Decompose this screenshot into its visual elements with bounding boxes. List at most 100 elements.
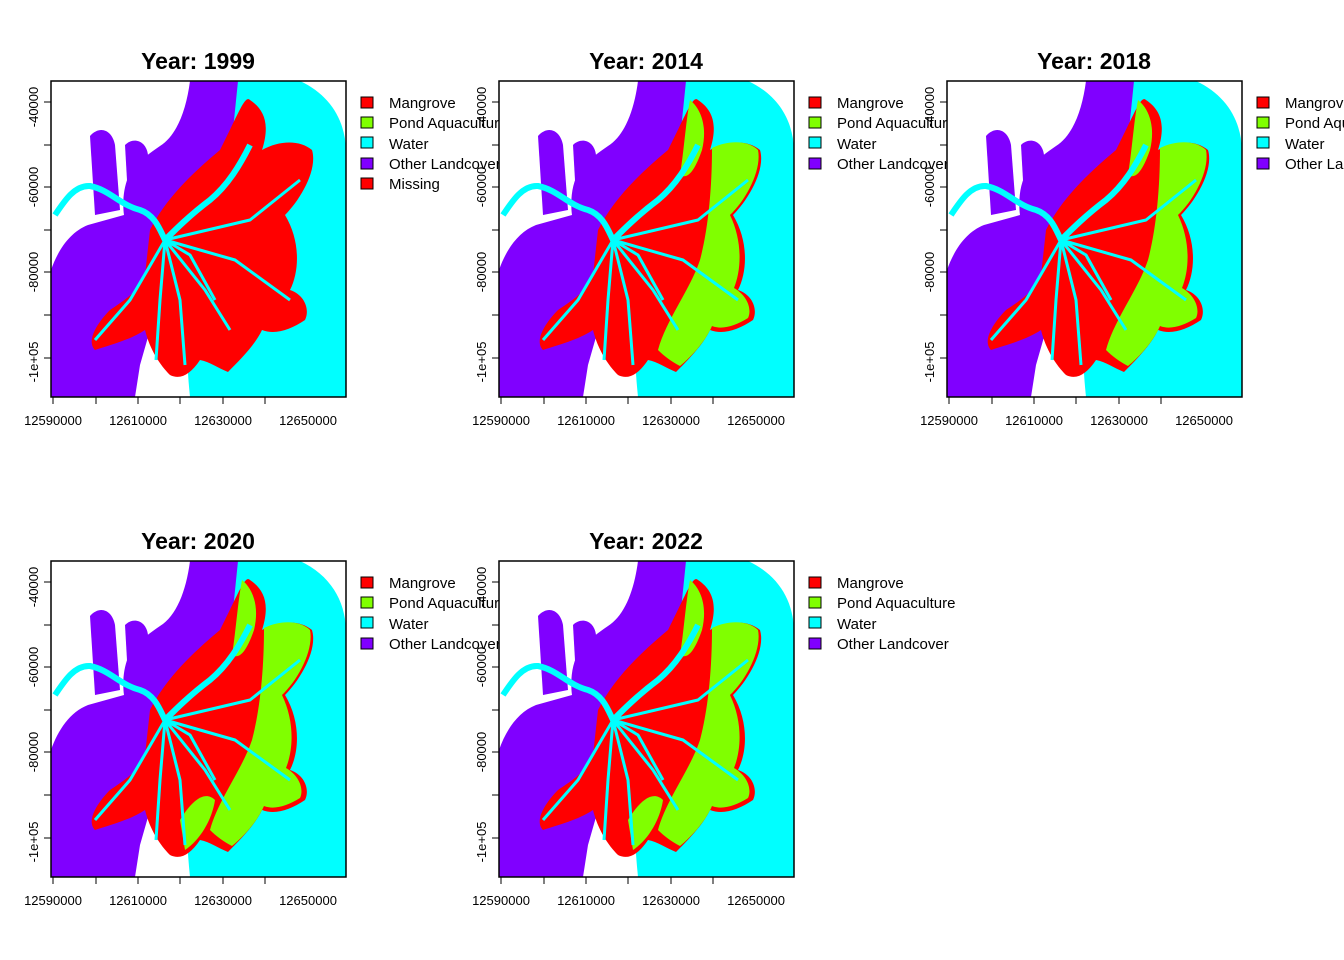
legend-label: Pond Aquaculture (837, 595, 955, 612)
legend-label: Pond Aquaculture (389, 115, 507, 132)
legend-swatch (360, 177, 374, 190)
legend-swatch (808, 157, 822, 170)
inland-lobe (1021, 140, 1044, 198)
legend-swatch (1256, 116, 1270, 129)
map-raster (51, 81, 346, 397)
aquaculture-ponds (628, 796, 663, 850)
x-tick-label: 12630000 (194, 893, 252, 908)
x-tick-label: 12610000 (109, 893, 167, 908)
legend-label: Mangrove (389, 575, 456, 592)
x-tick-label: 12630000 (642, 893, 700, 908)
inland-clearing (499, 561, 638, 750)
inland-clearing (499, 81, 638, 270)
legend-swatch (808, 96, 822, 109)
legend-label: Water (389, 136, 428, 153)
water-channel (948, 143, 1149, 243)
x-tick-label: 12650000 (279, 893, 337, 908)
legend-swatch (360, 116, 374, 129)
aquaculture-ponds (680, 580, 705, 657)
x-axis: 12590000 12610000 12630000 12650000 (472, 876, 785, 908)
legend-swatch (808, 637, 822, 650)
map-raster (947, 81, 1242, 397)
aquaculture-ponds (180, 796, 215, 850)
x-axis: 12590000 12610000 12630000 12650000 (472, 396, 785, 428)
aquaculture-ponds (680, 100, 705, 177)
x-tick-label: 12650000 (1175, 413, 1233, 428)
legend-label: Mangrove (837, 575, 904, 592)
aquaculture-ponds (210, 622, 311, 846)
map-legend: Mangrove Pond Aquaculture Water Other La… (808, 95, 949, 173)
aquaculture-ponds (658, 142, 759, 366)
legend-label: Water (389, 616, 428, 633)
y-tick-label: -80000 (474, 732, 489, 772)
y-axis: -40000 -60000 -80000 -1e+05 (26, 567, 52, 862)
water-channel (541, 658, 749, 846)
panel-title: Year: 2022 (589, 528, 703, 554)
x-tick-label: 12590000 (472, 893, 530, 908)
legend-swatch (360, 596, 374, 609)
y-tick-label: -1e+05 (474, 822, 489, 863)
x-tick-label: 12590000 (920, 413, 978, 428)
legend-label: Water (1285, 136, 1324, 153)
y-tick-label: -40000 (26, 87, 41, 127)
map-legend: Mangrove Pond Aquaculture Water Other La… (360, 575, 500, 653)
panel-title: Year: 2018 (1037, 48, 1151, 74)
y-tick-label: -80000 (474, 252, 489, 292)
y-tick-label: -60000 (26, 647, 41, 687)
water-channel (52, 143, 253, 243)
y-tick-label: -80000 (922, 252, 937, 292)
legend-swatch (808, 616, 822, 629)
y-axis: -40000 -60000 -80000 -1e+05 (474, 567, 500, 863)
map-raster (51, 561, 346, 877)
y-axis: -40000 -60000 -80000 -1e+05 (26, 87, 52, 383)
map-legend: Mangrove Pond Aquaculture Water Other La… (1256, 95, 1344, 173)
water-channel (500, 143, 701, 243)
inland-lobe (125, 620, 148, 678)
legend-label: Other Landcover (837, 636, 949, 653)
x-axis: 12590000 12610000 12630000 12650000 (24, 396, 337, 428)
water-channel (93, 658, 301, 846)
map-panel-2022: Year: 2022 12590000 12610000 1263000 (472, 528, 955, 908)
legend-label: Other Landcover (837, 156, 949, 173)
x-tick-label: 12650000 (727, 413, 785, 428)
y-tick-label: -60000 (474, 167, 489, 207)
y-tick-label: -60000 (26, 167, 41, 207)
legend-swatch (360, 576, 374, 589)
water-channel (500, 623, 701, 723)
map-legend: Mangrove Pond Aquaculture Water Other La… (360, 95, 507, 193)
legend-label: Mangrove (1285, 95, 1344, 112)
legend-swatch (808, 576, 822, 589)
legend-label: Missing (389, 176, 440, 193)
x-tick-label: 12610000 (1005, 413, 1063, 428)
y-tick-label: -60000 (922, 167, 937, 207)
x-tick-label: 12610000 (557, 893, 615, 908)
map-raster (499, 561, 794, 877)
legend-swatch (360, 136, 374, 149)
y-tick-label: -1e+05 (26, 342, 41, 383)
y-tick-label: -80000 (26, 732, 41, 772)
aquaculture-ponds (1106, 142, 1207, 366)
y-axis: -40000 -60000 -80000 -1e+05 (474, 87, 500, 383)
aquaculture-ponds (1128, 100, 1153, 177)
legend-swatch (360, 96, 374, 109)
x-tick-label: 12630000 (642, 413, 700, 428)
water-channel (93, 178, 301, 366)
y-tick-label: -1e+05 (922, 342, 937, 383)
inland-lobe (573, 620, 596, 678)
y-axis: -40000 -60000 -80000 -1e+05 (922, 87, 948, 383)
legend-label: Pond Aquaculture (1285, 115, 1344, 132)
inland-lobe (573, 140, 596, 198)
x-tick-label: 12650000 (279, 413, 337, 428)
legend-label: Mangrove (389, 95, 456, 112)
x-tick-label: 12610000 (109, 413, 167, 428)
y-tick-label: -40000 (474, 87, 489, 127)
x-tick-label: 12630000 (194, 413, 252, 428)
legend-swatch (808, 596, 822, 609)
map-panel-2020: Year: 2020 12590000 12610000 1263000 (24, 528, 500, 908)
aquaculture-ponds (658, 622, 759, 846)
x-axis: 12590000 12610000 12630000 12650000 (920, 396, 1233, 428)
y-tick-label: -1e+05 (474, 342, 489, 383)
inland-clearing (947, 81, 1086, 270)
y-tick-label: -60000 (474, 647, 489, 687)
